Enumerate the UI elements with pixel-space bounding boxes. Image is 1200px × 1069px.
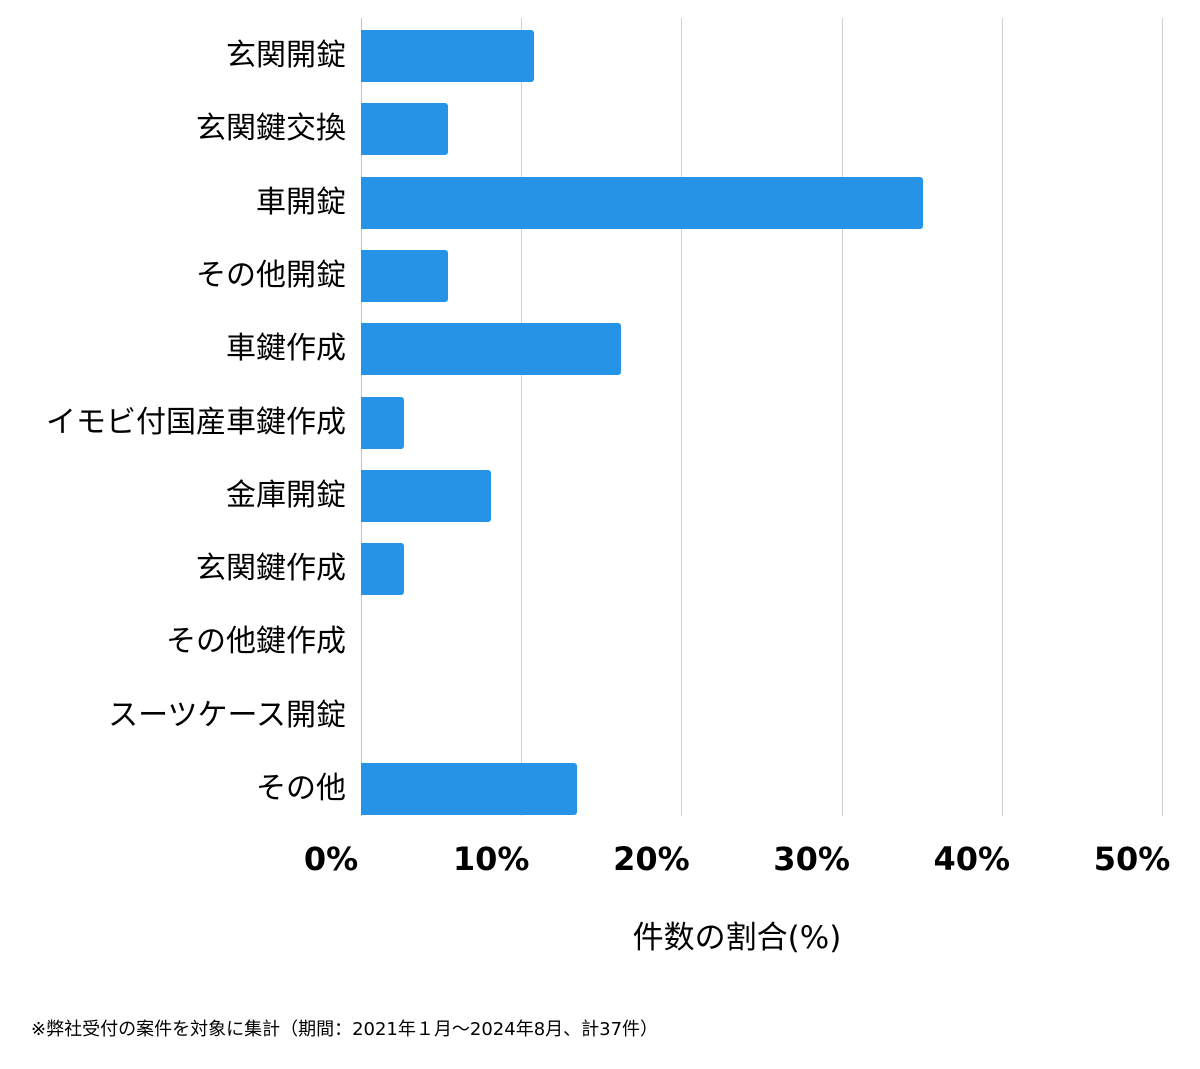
footnote: ※弊社受付の案件を対象に集計（期間：2021年１月～2024年8月、計37件） [31,1019,659,1040]
bar [361,323,621,376]
plot-area [361,18,1163,816]
x-tick-label: 30% [773,840,850,878]
bar [361,103,448,156]
category-label: 車鍵作成 [226,331,346,367]
gridline [841,18,843,816]
category-label: スーツケース開錠 [108,697,346,733]
category-label: 車開錠 [256,184,346,220]
bar [361,176,924,229]
gridline [681,18,683,816]
x-axis-label: 件数の割合(%) [632,920,842,956]
bar-row [361,249,1162,302]
bar [361,469,491,522]
bar-row [361,30,1162,82]
x-tick-label: 0% [303,840,359,878]
bar-row [361,469,1162,522]
bar-row [361,690,1162,742]
bar-row [361,763,1162,815]
bar [361,543,405,596]
bar [361,396,405,449]
bar-row [361,176,1162,229]
gridline [1001,18,1003,816]
category-label: その他鍵作成 [166,624,346,660]
gridline [1162,18,1163,816]
bar [361,249,448,302]
category-label: 玄関鍵作成 [196,551,346,587]
bar-row [361,323,1162,376]
bar [361,763,578,815]
category-label: 金庫開錠 [226,477,346,513]
x-tick-label: 10% [452,840,530,878]
bar-row [361,396,1162,449]
x-tick-label: 40% [933,840,1011,878]
bar [361,30,535,82]
x-tick-label: 50% [1093,840,1171,878]
category-label: 玄関鍵交換 [196,111,346,147]
category-label: その他 [256,771,346,806]
category-label: その他開錠 [196,257,346,293]
category-label: 玄関開錠 [226,38,346,73]
gridline [521,18,523,816]
x-tick-label: 20% [613,840,690,878]
bar-row [361,543,1162,596]
category-label: イモビ付国産車鍵作成 [46,404,346,440]
bar-row [361,103,1162,156]
bar-row [361,616,1162,668]
